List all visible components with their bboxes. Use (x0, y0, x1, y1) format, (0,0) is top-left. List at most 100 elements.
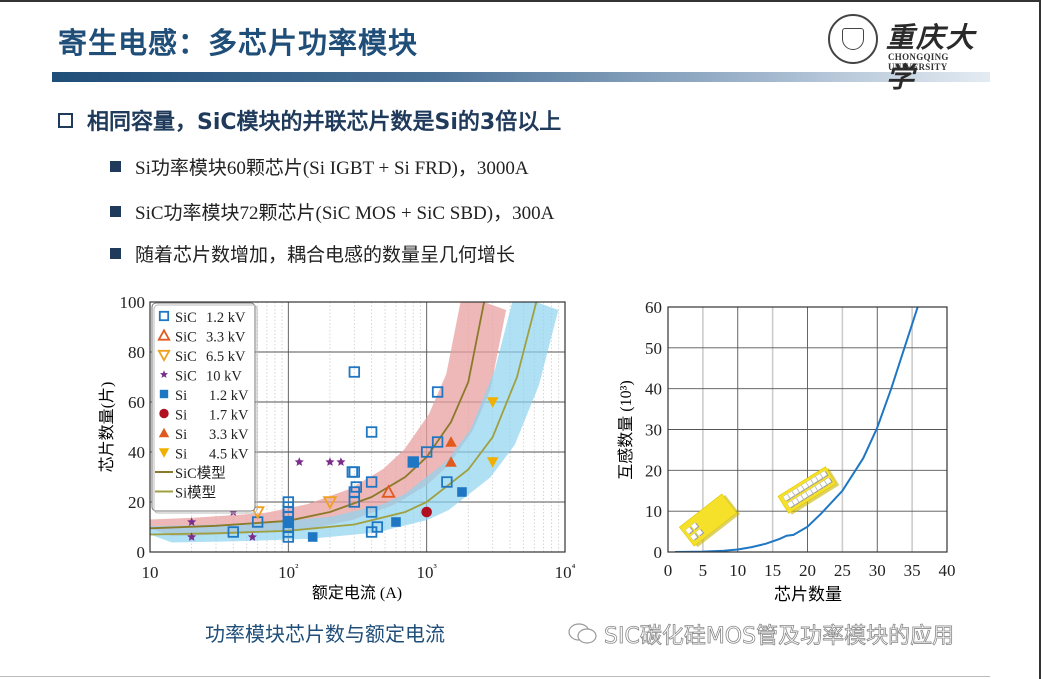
svg-text:0: 0 (664, 561, 673, 580)
svg-text:5: 5 (699, 561, 708, 580)
data-point (336, 457, 346, 466)
module-board-illustration (777, 466, 840, 515)
svg-text:1.2 kV: 1.2 kV (209, 388, 249, 404)
legend-item: SiC 1.2 kV (158, 310, 246, 326)
data-points (187, 366, 499, 543)
watermark: SIC碳化硅MOS管及功率模块的应用 (568, 618, 954, 650)
data-point (486, 457, 499, 468)
right-y-axis-label: 互感数量 (10³) (617, 380, 635, 479)
left-plot-frame (149, 301, 566, 553)
data-point (187, 532, 197, 541)
right-plot-frame (667, 306, 948, 553)
data-point (228, 507, 238, 516)
svg-text:30: 30 (645, 421, 662, 440)
data-point (445, 436, 457, 447)
square-bullet-icon (110, 206, 121, 217)
svg-text:Si: Si (175, 388, 187, 404)
legend-item: SiC 3.3 kV (157, 328, 246, 346)
data-point (421, 506, 432, 518)
university-seal-icon (828, 14, 878, 64)
svg-text:3.3 kV: 3.3 kV (209, 427, 249, 443)
data-point (365, 506, 378, 518)
data-point (283, 517, 294, 527)
data-point (381, 484, 396, 498)
svg-text:1.7 kV: 1.7 kV (209, 408, 249, 424)
svg-text:15: 15 (764, 561, 781, 580)
data-point (322, 496, 338, 510)
left-x-axis-label: 额定电流 (A) (312, 584, 402, 602)
svg-text:SiC: SiC (175, 349, 197, 365)
svg-text:80: 80 (128, 343, 145, 362)
svg-text:50: 50 (645, 339, 662, 358)
svg-text:40: 40 (645, 380, 662, 399)
square-bullet-icon (110, 248, 121, 259)
svg-text:3.3 kV: 3.3 kV (206, 330, 246, 346)
data-point (391, 517, 401, 527)
data-point (350, 481, 363, 493)
legend-item: SiC模型 (155, 465, 226, 482)
left-y-axis-label: 芯片数量(片) (98, 382, 116, 473)
data-point (457, 487, 467, 497)
svg-text:30: 30 (869, 561, 886, 580)
data-point (348, 366, 361, 378)
svg-text:35: 35 (904, 561, 921, 580)
model-bands (150, 302, 559, 543)
data-point (365, 426, 378, 438)
svg-text:10: 10 (645, 502, 662, 521)
svg-text:Si: Si (175, 408, 187, 424)
watermark-text: SIC碳化硅MOS管及功率模块的应用 (604, 624, 955, 650)
svg-text:60: 60 (128, 393, 145, 412)
legend-item: Si 1.7 kV (159, 408, 249, 424)
data-point (408, 457, 419, 467)
data-point (247, 532, 257, 541)
left-chart-caption: 功率模块芯片数与额定电流 (205, 622, 445, 646)
svg-text:100: 100 (120, 293, 146, 312)
top-border (0, 0, 1041, 2)
legend-item: SiC 10 kV (160, 369, 242, 385)
bullet-item: SiC功率模块72颗芯片(SiC MOS + SiC SBD)，300A (110, 198, 554, 225)
legend-item: Si 4.5 kV (158, 447, 249, 463)
data-point (431, 436, 444, 448)
svg-text:Si: Si (175, 447, 187, 463)
svg-text:1.2 kV: 1.2 kV (206, 310, 246, 326)
data-point (282, 496, 295, 508)
svg-text:10²: 10² (278, 562, 299, 582)
svg-text:SiC: SiC (175, 330, 197, 346)
svg-text:SiC: SiC (175, 310, 197, 326)
svg-text:20: 20 (645, 461, 662, 480)
legend-item: Si 1.2 kV (159, 388, 249, 404)
svg-text:SiC: SiC (175, 369, 197, 385)
bullet-item: 随着芯片数增加，耦合电感的数量呈几何增长 (110, 240, 515, 267)
svg-text:60: 60 (645, 298, 662, 317)
square-bullet-icon (110, 161, 121, 172)
data-point (486, 397, 499, 408)
svg-text:6.5 kV: 6.5 kV (206, 349, 246, 365)
data-point (307, 532, 318, 542)
legend-item: SiC 6.5 kV (157, 349, 246, 365)
bullet-text: SiC功率模块72颗芯片(SiC MOS + SiC SBD)，300A (135, 203, 555, 224)
svg-text:40: 40 (939, 561, 956, 580)
svg-text:Si模型: Si模型 (175, 485, 216, 502)
data-point (445, 456, 457, 467)
svg-text:10 kV: 10 kV (206, 369, 242, 385)
wechat-icon (568, 622, 598, 646)
data-point (325, 457, 335, 466)
svg-text:10: 10 (729, 561, 746, 580)
data-point (294, 457, 304, 466)
section-heading: 相同容量，SiC模块的并联芯片数是Si的3倍以上 (58, 104, 561, 136)
data-point (227, 526, 239, 538)
right-border (1039, 0, 1041, 679)
svg-text:10: 10 (142, 563, 159, 582)
svg-text:10³: 10³ (417, 562, 438, 582)
svg-text:0: 0 (654, 543, 663, 562)
bullet-text: Si功率模块60颗芯片(Si IGBT + Si FRD)，3000A (135, 158, 529, 179)
data-point (431, 386, 444, 398)
svg-text:Si: Si (175, 427, 187, 443)
logo-en-text: CHONGQING UNIVERSITY (888, 52, 949, 72)
checkbox-bullet-icon (58, 112, 73, 128)
bottom-divider (0, 676, 990, 677)
svg-text:20: 20 (128, 493, 145, 512)
data-point (371, 521, 384, 533)
mutual-inductance-curve (674, 307, 919, 552)
